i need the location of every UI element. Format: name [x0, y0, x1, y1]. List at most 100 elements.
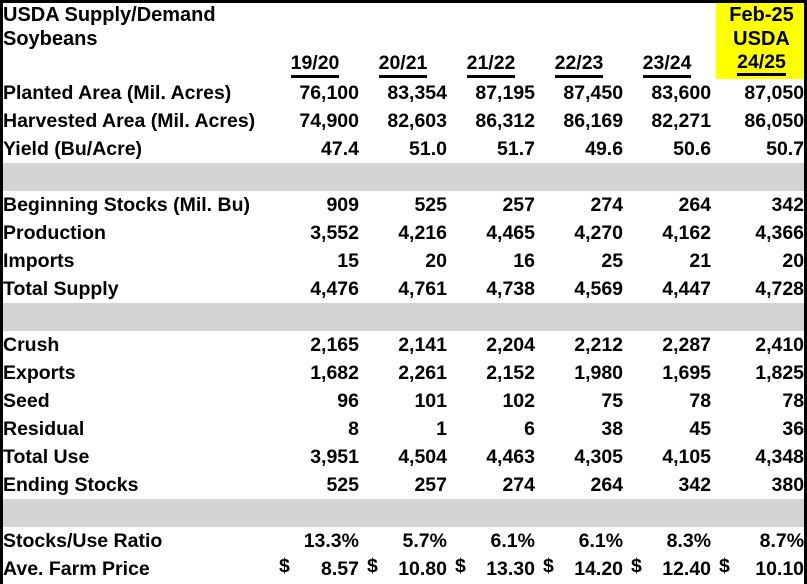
page-title: USDA Supply/Demand [3, 3, 216, 26]
table-row: Harvested Area (Mil. Acres) 74,900 82,60… [3, 107, 804, 135]
currency-symbol: $ [367, 555, 378, 577]
cell: $ 12.40 [623, 555, 711, 583]
cell: 4,270 [574, 221, 624, 244]
currency-symbol: $ [543, 555, 554, 577]
column-header-23-24[interactable]: 23/24 [623, 51, 711, 79]
row-label: Imports [3, 249, 75, 272]
row-label: Planted Area (Mil. Acres) [3, 81, 232, 104]
cell: 4,463 [486, 445, 535, 468]
cell: 50.6 [673, 137, 712, 160]
usda-forecast-highlight-block [716, 3, 804, 79]
table-row: Total Use 3,951 4,504 4,463 4,305 4,105 … [3, 443, 804, 471]
table-row: Stocks/Use Ratio 13.3% 5.7% 6.1% 6.1% 8.… [3, 527, 804, 555]
cell: 2,204 [486, 333, 535, 356]
cell: 4,569 [574, 277, 624, 300]
row-label: Production [3, 221, 106, 244]
column-header-label: 21/22 [466, 53, 516, 78]
title-spacer-1 [623, 3, 711, 27]
cell: 3,951 [310, 445, 359, 468]
cell: 21 [689, 249, 712, 272]
title-row-2: Soybeans USDA [3, 27, 804, 51]
table-row: Total Supply 4,476 4,761 4,738 4,569 4,4… [3, 275, 804, 303]
currency-symbol: $ [631, 555, 642, 577]
cell: 8 [348, 417, 359, 440]
cell: 257 [414, 473, 447, 496]
row-label: Beginning Stocks (Mil. Bu) [3, 193, 250, 216]
cell: 3,552 [310, 221, 359, 244]
cell: 16 [513, 249, 535, 272]
table-row: Ending Stocks 525 257 274 264 342 380 [3, 471, 804, 499]
cell: 75 [601, 389, 624, 412]
cell: 76,100 [299, 81, 359, 104]
average-farm-price-row: Ave. Farm Price $ 8.57 $ 10.80 $ 13.30 $… [3, 555, 804, 583]
row-label-header [3, 51, 271, 79]
row-label: Stocks/Use Ratio [3, 529, 163, 552]
cell: 1,980 [574, 361, 624, 384]
cell: 525 [414, 193, 447, 216]
cell: 1,825 [755, 361, 805, 384]
row-label: Harvested Area (Mil. Acres) [3, 109, 256, 132]
cell: 2,261 [398, 361, 447, 384]
cell: 1,695 [662, 361, 712, 384]
cell: 4,305 [574, 445, 624, 468]
cell: 15 [337, 249, 359, 272]
row-label: Exports [3, 361, 76, 384]
column-header-label: 23/24 [642, 53, 692, 78]
cell: 86,169 [563, 109, 624, 132]
cell-value: 12.40 [662, 557, 712, 580]
title-row-1: USDA Supply/Demand Feb-25 [3, 3, 804, 27]
cell: 4,105 [662, 445, 712, 468]
table-row: Production 3,552 4,216 4,465 4,270 4,162… [3, 219, 804, 247]
cell: 6.1% [578, 529, 624, 552]
row-label: Ave. Farm Price [3, 557, 150, 580]
cell: 49.6 [585, 137, 624, 160]
row-label: Residual [3, 417, 85, 440]
cell: 909 [326, 193, 359, 216]
section-spacer [3, 163, 804, 191]
cell: 86,312 [475, 109, 535, 132]
cell-value: 10.80 [398, 557, 447, 580]
table-body: USDA Supply/Demand Feb-25 Soybeans USDA … [3, 3, 804, 583]
cell: 45 [689, 417, 712, 440]
cell: 102 [502, 389, 535, 412]
cell: 2,410 [755, 333, 805, 356]
cell: $ 10.80 [359, 555, 447, 583]
cell: 1,682 [310, 361, 359, 384]
section-spacer-cell [3, 499, 804, 527]
cell: 6 [524, 417, 535, 440]
cell: 101 [414, 389, 447, 412]
cell: 4,216 [398, 221, 447, 244]
cell: 342 [771, 193, 805, 216]
column-header-21-22[interactable]: 21/22 [447, 51, 535, 79]
cell: 257 [502, 193, 535, 216]
cell: 25 [601, 249, 624, 272]
cell: 51.7 [497, 137, 535, 160]
column-header-19-20[interactable]: 19/20 [271, 51, 359, 79]
section-spacer [3, 303, 804, 331]
cell: 8.3% [666, 529, 712, 552]
supply-demand-table: USDA Supply/Demand Feb-25 Soybeans USDA … [3, 3, 804, 583]
cell: 20 [425, 249, 447, 272]
cell: 264 [678, 193, 712, 216]
cell: 4,447 [662, 277, 712, 300]
column-header-22-23[interactable]: 22/23 [535, 51, 623, 79]
cell: 87,195 [475, 81, 535, 104]
cell-value: 14.20 [574, 557, 624, 580]
cell: 4,761 [398, 277, 447, 300]
cell-value: 8.57 [321, 557, 359, 580]
cell: 13.3% [303, 529, 359, 552]
cell: 20 [782, 249, 805, 272]
cell: 78 [689, 389, 712, 412]
cell: 264 [590, 473, 624, 496]
currency-symbol: $ [455, 555, 466, 577]
cell: 4,366 [755, 221, 805, 244]
table-row: Planted Area (Mil. Acres) 76,100 83,354 … [3, 79, 804, 107]
cell: $ 14.20 [535, 555, 623, 583]
cell: 87,450 [563, 81, 624, 104]
table-row: Imports 15 20 16 25 21 20 [3, 247, 804, 275]
cell: 96 [337, 389, 359, 412]
section-spacer-cell [3, 163, 804, 191]
column-header-20-21[interactable]: 20/21 [359, 51, 447, 79]
cell: 274 [502, 473, 535, 496]
cell: 1 [436, 417, 447, 440]
